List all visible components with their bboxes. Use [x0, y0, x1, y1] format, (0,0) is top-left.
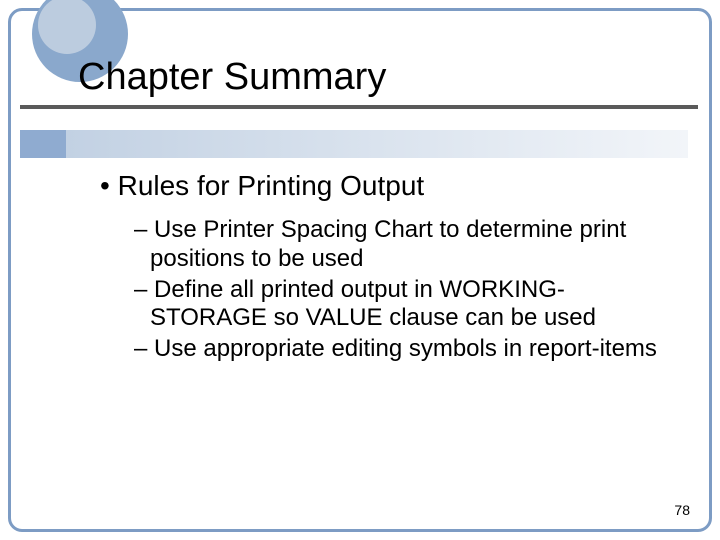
- page-number: 78: [674, 502, 690, 518]
- bullet-level2-item: Use appropriate editing symbols in repor…: [134, 335, 660, 364]
- content-area: Rules for Printing Output Use Printer Sp…: [100, 170, 660, 366]
- slide: Chapter Summary Rules for Printing Outpu…: [0, 0, 720, 540]
- title-underline: [20, 105, 698, 109]
- bullet-level2-group: Use Printer Spacing Chart to determine p…: [134, 216, 660, 364]
- bullet-level2-item: Use Printer Spacing Chart to determine p…: [134, 216, 660, 274]
- slide-title: Chapter Summary: [78, 56, 690, 103]
- bullet-level2-item: Define all printed output in WORKING-STO…: [134, 276, 660, 334]
- bullet-level1: Rules for Printing Output: [100, 170, 660, 202]
- title-area: Chapter Summary: [78, 56, 690, 109]
- accent-bar: [20, 130, 66, 158]
- gradient-band: [66, 130, 688, 158]
